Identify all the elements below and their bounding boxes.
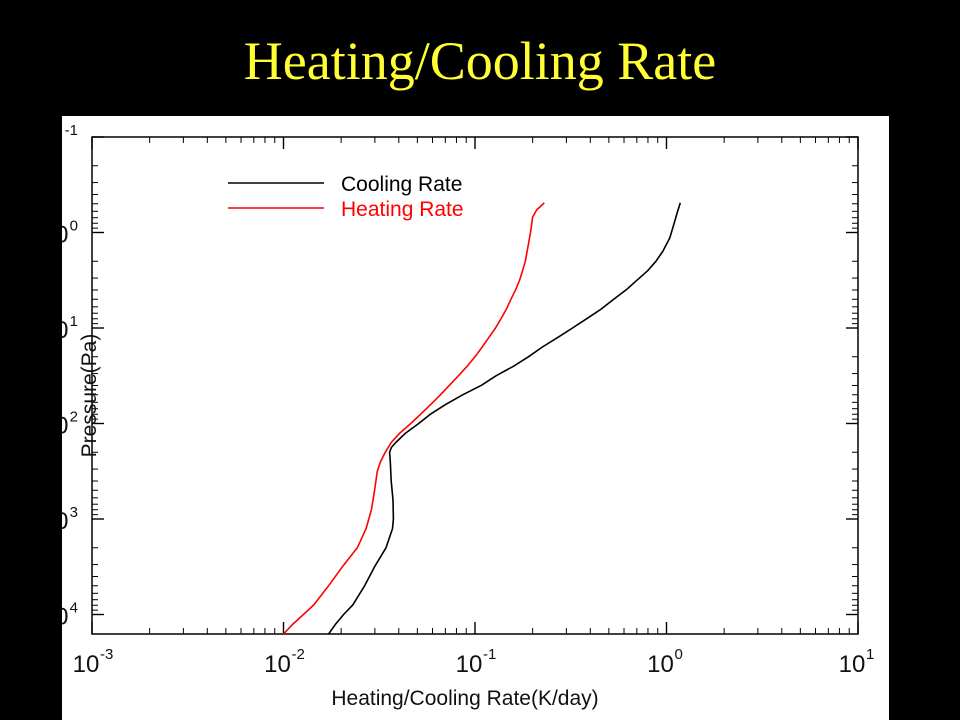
y-tick-labels: -110010110210310410: [62, 122, 78, 631]
x-axis-title: Heating/Cooling Rate(K/day): [331, 687, 598, 710]
y-tick-label-exponent: 0: [70, 218, 78, 235]
x-tick-label: 10 1: [839, 646, 875, 678]
y-tick-label: 010: [62, 218, 78, 249]
x-tick-label-exponent: -1: [483, 646, 496, 663]
y-tick-label-exponent: 3: [70, 504, 78, 521]
slide-title: Heating/Cooling Rate: [243, 31, 717, 91]
y-tick-label-exponent: 4: [70, 600, 78, 617]
minor-ticks: [92, 137, 858, 634]
y-tick-label: 310: [62, 504, 78, 535]
x-tick-label-base: 10: [73, 651, 100, 678]
y-tick-label-exponent: 2: [70, 409, 78, 426]
x-tick-label: 10 -1: [456, 646, 497, 678]
y-tick-label: 110: [62, 313, 78, 344]
y-axis-title: Pressure(Pa): [78, 334, 101, 458]
series-line-heating: [282, 202, 545, 635]
y-tick-label-base: 10: [62, 604, 69, 631]
y-tick-label-exponent: 1: [70, 313, 78, 330]
x-tick-label-base: 10: [647, 651, 674, 678]
x-tick-label: 10 -3: [73, 646, 114, 678]
x-tick-label-base: 10: [456, 651, 483, 678]
series-line-cooling: [327, 202, 682, 635]
y-tick-label-base: 10: [62, 508, 69, 535]
legend-item: Heating Rate: [228, 198, 464, 221]
y-tick-label: -110: [65, 122, 78, 139]
plot-area: [91, 136, 859, 635]
x-tick-label: 10 0: [647, 646, 683, 678]
x-tick-label-exponent: -3: [100, 646, 113, 663]
x-tick-label-exponent: -2: [292, 646, 305, 663]
y-tick-label: 410: [62, 600, 78, 631]
legend-item: Cooling Rate: [228, 173, 462, 196]
x-tick-label-exponent: 0: [675, 646, 683, 663]
x-tick-label: 10 -2: [264, 646, 305, 678]
legend-label: Cooling Rate: [341, 173, 462, 196]
legend-label: Heating Rate: [341, 198, 464, 221]
x-tick-label-exponent: 1: [866, 646, 874, 663]
x-tick-label-base: 10: [839, 651, 866, 678]
major-ticks: [91, 136, 859, 634]
plot-frame: [91, 136, 859, 635]
y-tick-label-base: 10: [62, 413, 69, 440]
y-tick-label-exponent: -1: [65, 122, 78, 139]
y-tick-label: 210: [62, 409, 78, 440]
x-tick-label-base: 10: [264, 651, 291, 678]
series-lines: [282, 202, 682, 635]
x-tick-labels: 10 -3 10 -2 10 -1 10 0 10 1: [73, 646, 875, 678]
y-tick-label-base: 10: [62, 222, 69, 249]
y-tick-label-base: 10: [62, 317, 69, 344]
